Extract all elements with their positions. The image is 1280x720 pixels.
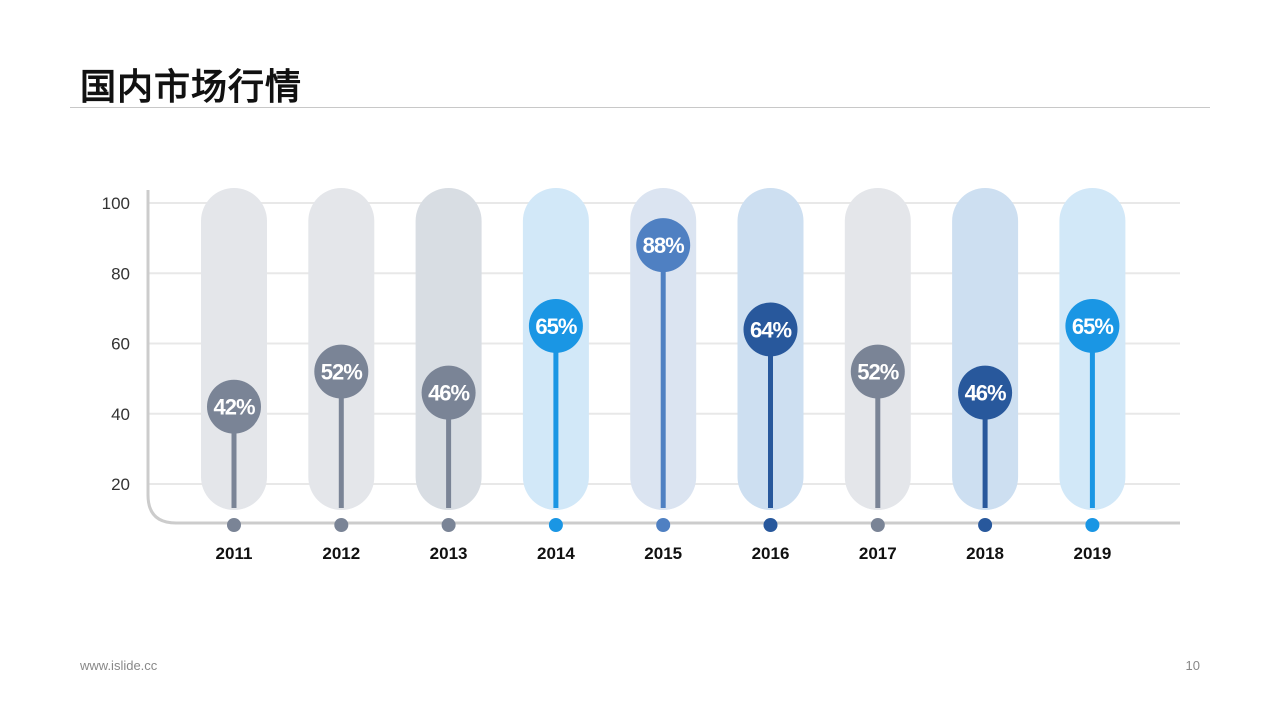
axis-marker-dot [763, 518, 778, 532]
x-tick-label: 2014 [537, 544, 575, 563]
lollipop-head [958, 365, 1013, 420]
x-tick-label: 2016 [752, 544, 790, 563]
axis-marker-dot [441, 518, 456, 532]
y-tick-label: 60 [111, 335, 130, 354]
data-label: 46% [428, 381, 469, 406]
lollipop-head [743, 302, 798, 357]
lollipop-head [314, 344, 369, 399]
lollipop-head [421, 365, 476, 420]
lollipop-head [528, 298, 583, 353]
data-label: 52% [321, 360, 362, 385]
lollipop-head [636, 218, 691, 273]
axis-marker-dot [870, 518, 885, 532]
lollipop-head [850, 344, 905, 399]
x-tick-label: 2015 [644, 544, 682, 563]
axis-marker-dot [334, 518, 349, 532]
x-tick-label: 2013 [430, 544, 468, 563]
title-divider [70, 107, 1210, 108]
data-label: 65% [1072, 314, 1113, 339]
axis-marker-dot [1085, 518, 1100, 532]
y-tick-label: 100 [102, 194, 130, 213]
data-label: 42% [213, 395, 254, 420]
x-tick-label: 2018 [966, 544, 1004, 563]
x-tick-label: 2019 [1073, 544, 1111, 563]
x-tick-label: 2017 [859, 544, 897, 563]
axis-marker-dot [227, 518, 241, 532]
x-tick-label: 2011 [216, 544, 253, 563]
y-tick-label: 80 [111, 264, 130, 283]
bar-background-pill [952, 188, 1019, 510]
bar-background-pill [201, 188, 267, 510]
y-tick-label: 20 [111, 475, 130, 494]
bar-background-pill [415, 188, 482, 510]
data-label: 65% [535, 314, 576, 339]
x-tick-label: 2012 [322, 544, 360, 563]
data-label: 64% [750, 317, 791, 342]
page-title: 国内市场行情 [80, 67, 303, 108]
axis-marker-dot [978, 518, 993, 532]
data-label: 52% [857, 360, 898, 385]
axis-marker-dot [656, 518, 671, 532]
page-number: 10 [1185, 658, 1200, 673]
data-label: 46% [965, 381, 1006, 406]
lollipop-head [1065, 298, 1120, 353]
footer-url: www.islide.cc [80, 658, 158, 673]
chart-axis [146, 190, 1180, 525]
y-tick-label: 40 [111, 405, 130, 424]
lollipop-head [207, 379, 261, 434]
data-label: 88% [643, 233, 684, 258]
axis-marker-dot [548, 518, 563, 532]
